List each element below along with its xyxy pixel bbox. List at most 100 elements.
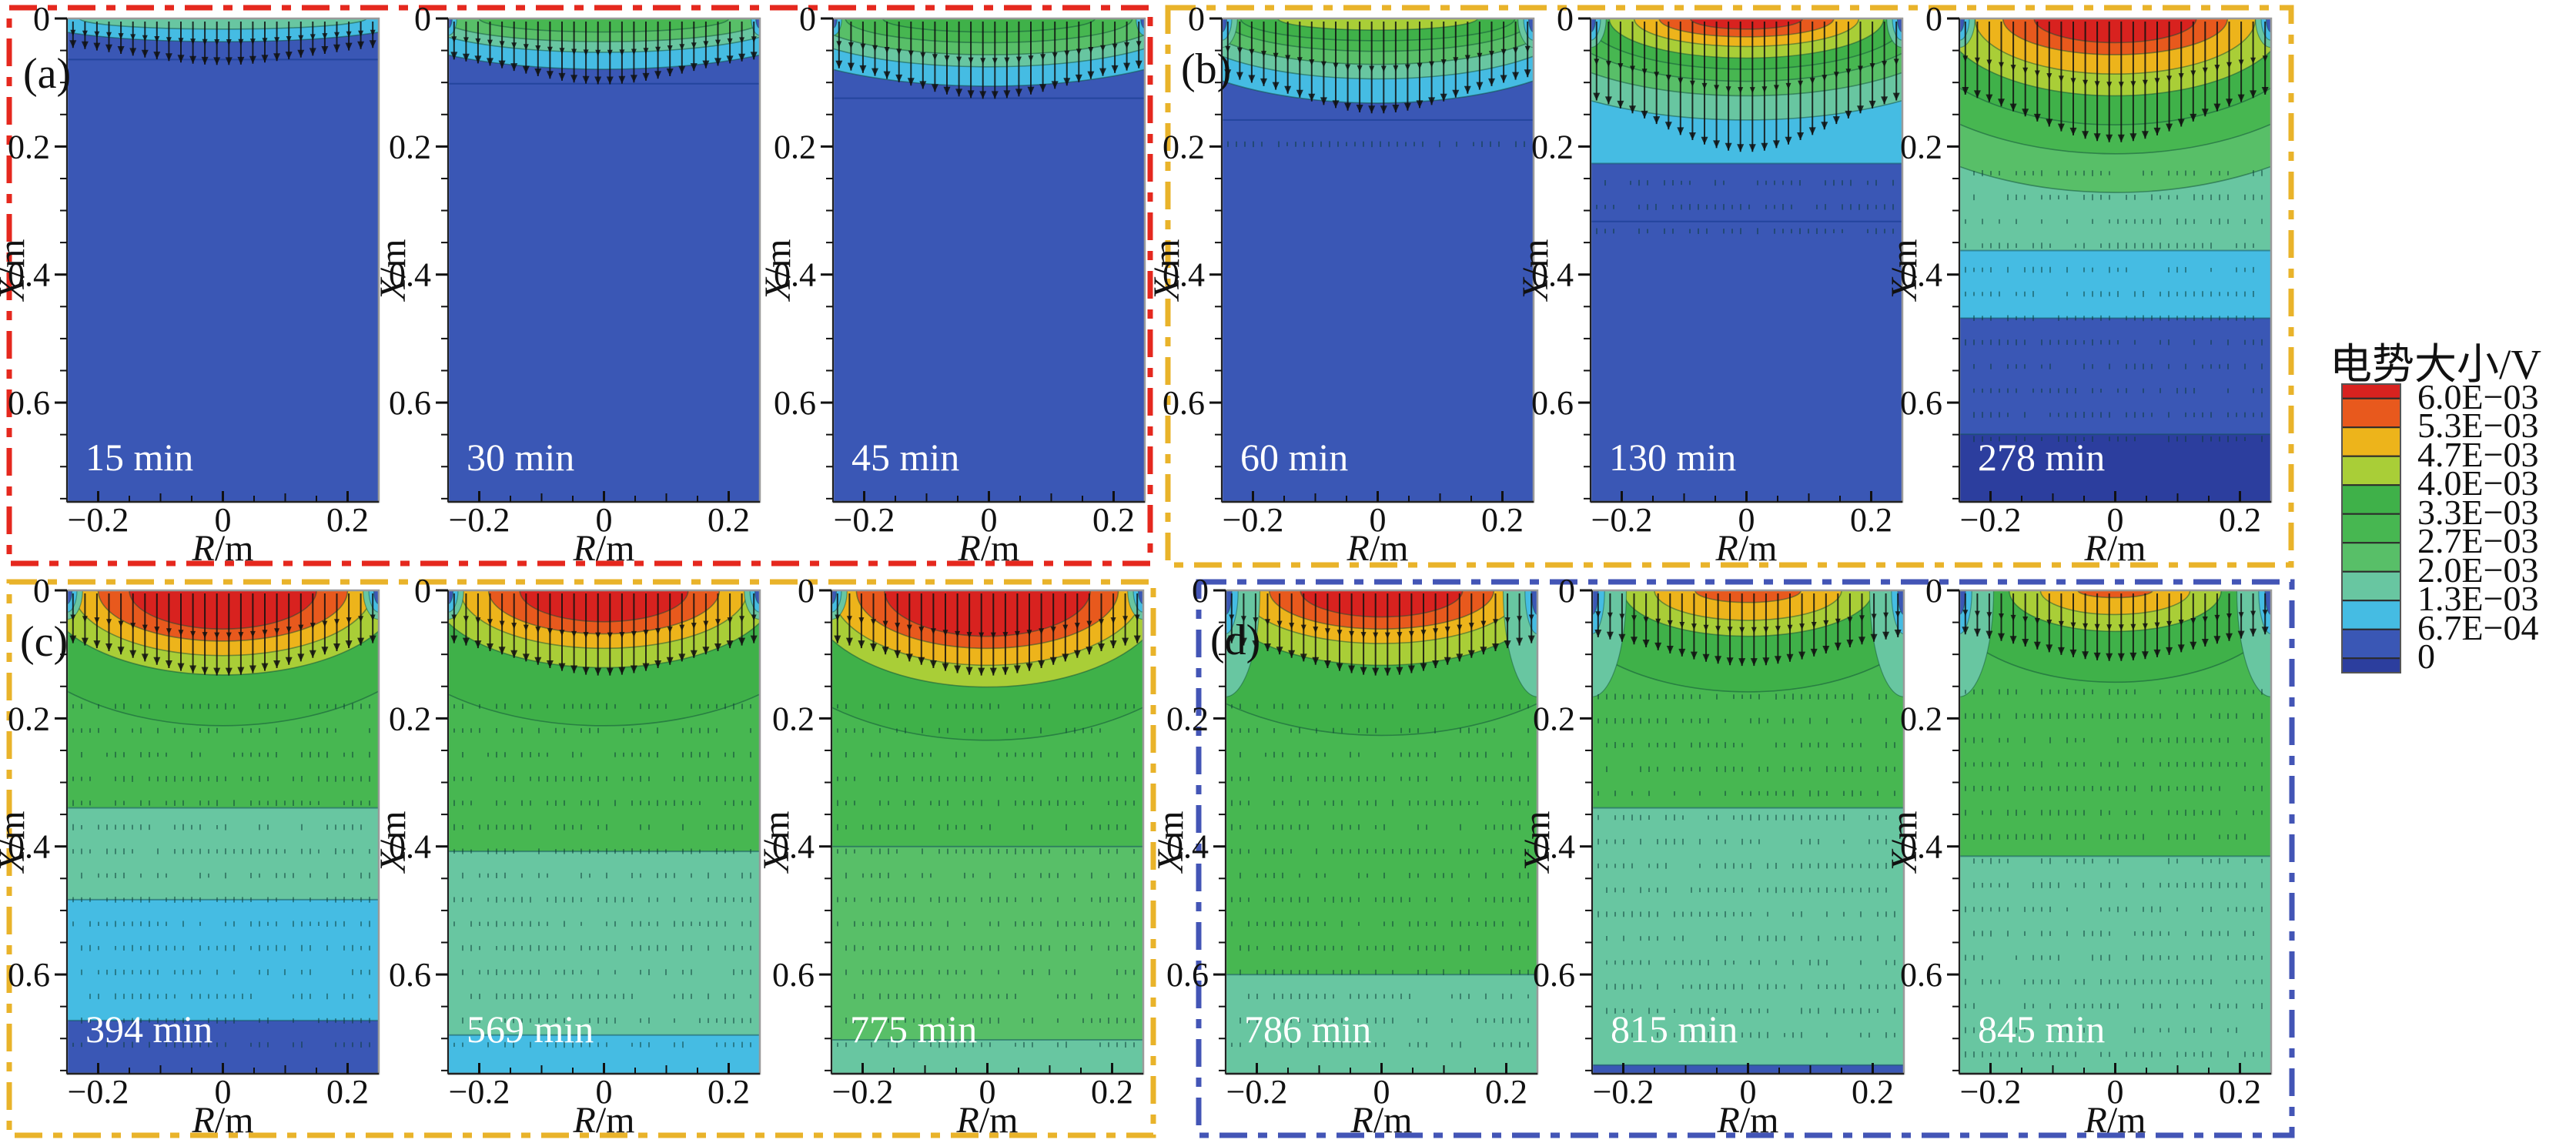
contour-field — [833, 18, 1145, 502]
colorbar-label: 0 — [2417, 637, 2435, 677]
time-label: 30 min — [467, 436, 574, 479]
colorbar-label: 4.7E−03 — [2417, 434, 2539, 474]
y-tick-label: 0 — [33, 573, 50, 610]
time-label: 569 min — [467, 1008, 594, 1051]
colorbar-label: 3.3E−03 — [2417, 492, 2539, 532]
y-tick-label: 0 — [1557, 2, 1574, 38]
colorbar — [2340, 383, 2402, 678]
colorbar-block — [2341, 484, 2401, 515]
x-tick-label: 0.2 — [1850, 501, 1892, 539]
x-tick-label: −0.2 — [1223, 501, 1284, 539]
x-tick-label: −0.2 — [1226, 1073, 1288, 1111]
y-tick-label: 0.2 — [8, 128, 50, 165]
group-label-b: (b) — [1181, 45, 1232, 93]
x-tick-label: 0.2 — [326, 501, 369, 539]
x-tick-label: −0.2 — [449, 1073, 510, 1111]
colorbar-block — [2341, 383, 2401, 399]
contour-field — [448, 18, 760, 502]
x-axis-label: R/m — [192, 528, 254, 569]
x-axis-label: R/m — [956, 1100, 1019, 1141]
x-tick-label: −0.2 — [834, 501, 895, 539]
x-tick-label: 0.2 — [326, 1073, 369, 1111]
y-tick-label: 0 — [1925, 573, 1942, 610]
y-tick-label: 0.6 — [1900, 384, 1942, 422]
y-tick-label: 0.2 — [8, 700, 50, 737]
y-tick-label: 0.6 — [389, 956, 431, 994]
y-tick-label: 0.2 — [1533, 700, 1575, 737]
time-label: 815 min — [1611, 1008, 1738, 1051]
colorbar-label: 2.7E−03 — [2417, 521, 2539, 561]
x-tick-label: −0.2 — [1593, 1073, 1654, 1111]
time-label: 786 min — [1244, 1008, 1371, 1051]
y-tick-label: 0 — [414, 2, 431, 38]
colorbar-block — [2341, 455, 2401, 486]
group-label-c: (c) — [20, 618, 69, 666]
time-label: 15 min — [85, 436, 193, 479]
colorbar-block — [2341, 600, 2401, 630]
colorbar-block — [2341, 426, 2401, 457]
y-tick-label: 0.6 — [389, 384, 431, 422]
x-tick-label: −0.2 — [1960, 1073, 2022, 1111]
colorbar-block — [2341, 570, 2401, 602]
group-label-a: (a) — [23, 50, 72, 98]
time-label: 45 min — [851, 436, 959, 479]
x-tick-label: 0.2 — [708, 501, 750, 539]
x-tick-label: −0.2 — [449, 501, 510, 539]
contour-field — [1959, 18, 2271, 502]
y-tick-label: 0 — [33, 2, 50, 38]
y-tick-label: 0.6 — [1900, 956, 1942, 994]
time-label: 130 min — [1609, 436, 1736, 479]
time-label: 845 min — [1978, 1008, 2105, 1051]
x-tick-label: −0.2 — [68, 501, 129, 539]
x-tick-label: −0.2 — [1960, 501, 2022, 539]
y-tick-label: 0.2 — [774, 128, 816, 165]
colorbar-label: 6.7E−04 — [2417, 607, 2539, 647]
x-axis-label: R/m — [1715, 528, 1778, 569]
colorbar-blocks — [2341, 383, 2401, 673]
x-axis-label: R/m — [1347, 528, 1409, 569]
contour-field — [1959, 590, 2271, 1074]
colorbar-label: 4.0E−03 — [2417, 463, 2539, 503]
y-tick-label: 0.2 — [1166, 700, 1209, 737]
y-tick-label: 0.6 — [772, 956, 815, 994]
x-axis-label: R/m — [573, 1100, 635, 1141]
x-tick-label: 0.2 — [1485, 1073, 1527, 1111]
colorbar-label: 1.3E−03 — [2417, 579, 2539, 619]
y-tick-label: 0.6 — [8, 384, 50, 422]
y-tick-label: 0.2 — [389, 128, 431, 165]
colorbar-label: 6.0E−03 — [2417, 376, 2539, 416]
y-tick-label: 0 — [799, 2, 816, 38]
colorbar-block — [2341, 628, 2401, 660]
x-tick-label: 0.2 — [1481, 501, 1524, 539]
x-tick-label: 0.2 — [1091, 1073, 1133, 1111]
y-tick-label: 0.6 — [1163, 384, 1205, 422]
contour-field — [67, 18, 379, 502]
y-tick-label: 0.2 — [389, 700, 431, 737]
contour-field — [831, 590, 1143, 1074]
y-axis-label: X/m — [1156, 811, 1191, 874]
x-tick-label: −0.2 — [832, 1073, 894, 1111]
y-tick-label: 0.2 — [1900, 700, 1942, 737]
colorbar-label: 5.3E−03 — [2417, 406, 2539, 446]
y-tick-label: 0.2 — [1531, 128, 1574, 165]
x-axis-label: R/m — [573, 528, 635, 569]
time-label: 394 min — [85, 1008, 212, 1051]
time-label: 60 min — [1240, 436, 1348, 479]
contour-field — [1592, 590, 1904, 1074]
time-label: 278 min — [1978, 436, 2105, 479]
y-axis-label: X/m — [379, 239, 413, 302]
x-axis-label: R/m — [2084, 1100, 2146, 1141]
y-axis-label: X/m — [1890, 811, 1925, 874]
x-axis-label: R/m — [2084, 528, 2146, 569]
colorbar-label: 2.0E−03 — [2417, 550, 2539, 590]
y-tick-label: 0 — [1188, 2, 1205, 38]
